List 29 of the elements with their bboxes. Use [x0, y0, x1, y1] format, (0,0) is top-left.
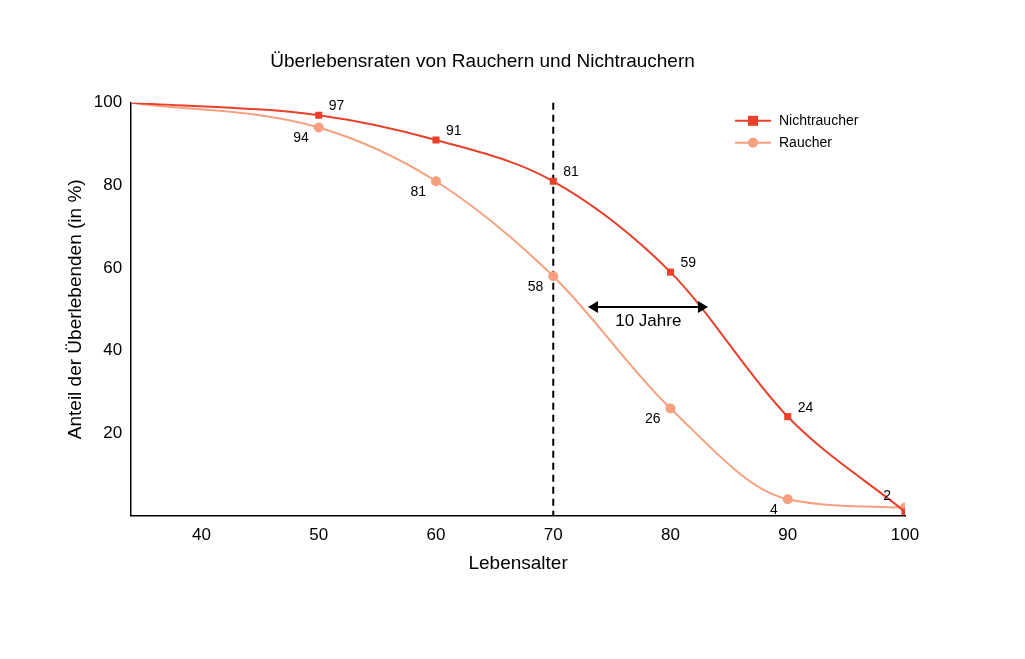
y-axis-title: Anteil der Überlebenden (in %)	[63, 179, 85, 440]
data-label: 59	[680, 253, 697, 270]
x-tick-label: 70	[543, 524, 563, 544]
x-tick-label: 100	[890, 524, 920, 544]
y-tick-label: 20	[103, 422, 123, 442]
legend-label: Raucher	[779, 133, 833, 150]
data-label: 24	[797, 398, 814, 415]
data-label: 94	[293, 129, 309, 146]
data-label: 81	[410, 183, 427, 200]
x-tick-label: 90	[778, 524, 798, 544]
x-axis-title: Lebensalter	[468, 551, 569, 573]
data-label: 81	[563, 163, 580, 180]
x-tick-label: 80	[661, 524, 680, 544]
data-label: 97	[328, 97, 345, 114]
chart-title: Überlebensraten von Rauchern und Nichtrauchern	[270, 49, 695, 71]
point	[432, 136, 440, 144]
data-label: 91	[446, 121, 462, 138]
data-label: 4	[769, 501, 778, 518]
data-label: 26	[644, 410, 661, 427]
annotation: 10 Jahre	[615, 311, 682, 331]
legend-label: Nichtraucher	[779, 111, 859, 128]
y-tick-label: 40	[103, 340, 123, 360]
y-tick-label: 100	[93, 92, 123, 112]
data-label: 58	[527, 278, 544, 295]
x-tick-label: 50	[309, 524, 329, 544]
y-tick-label: 80	[103, 175, 123, 195]
x-tick-label: 40	[192, 524, 211, 544]
x-tick-label: 60	[426, 524, 446, 544]
y-tick-label: 60	[103, 257, 123, 277]
